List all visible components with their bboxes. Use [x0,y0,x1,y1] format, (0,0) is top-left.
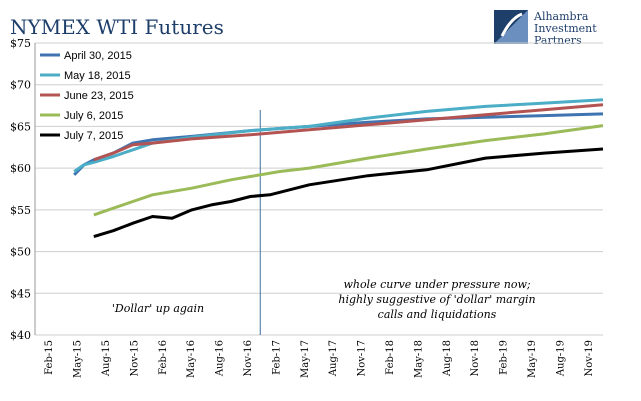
x-tick-label: May-17 [300,340,311,378]
x-tick-label: Feb-19 [499,340,510,375]
x-tick-label: May-19 [527,340,538,378]
y-tick-label: $60 [10,162,31,175]
series-lines [73,98,604,239]
logo-line-2: Investment [534,22,597,35]
legend-label: May 18, 2015 [64,70,131,82]
annotation-text: 'Dollar' up again [112,302,204,315]
x-tick-label: Aug-19 [555,340,566,377]
x-tick-label: Nov-18 [470,340,481,377]
series-line-4 [93,124,604,217]
x-tick-label: Nov-19 [584,340,595,377]
x-tick-label: Aug-18 [442,340,453,377]
annotation-text: whole curve under pressure now; [343,278,530,291]
x-tick-label: Feb-15 [44,340,55,375]
chart-title: NYMEX WTI Futures [10,15,224,39]
logo-line-3: Partners [534,34,582,47]
x-tick-label: Feb-18 [385,340,396,375]
legend-label: April 30, 2015 [64,50,132,62]
annotations: 'Dollar' up again whole curve under press… [112,278,536,321]
x-tick-label: Feb-16 [158,340,169,375]
x-tick-label: Feb-17 [271,340,282,375]
x-tick-label: Aug-16 [215,340,226,377]
legend-label: July 6, 2015 [64,110,123,122]
legend-label: June 23, 2015 [64,90,134,102]
x-tick-label: Aug-15 [101,340,112,377]
y-tick-label: $75 [10,37,31,50]
logo-line-1: Alhambra [533,10,589,23]
y-tick-label: $45 [10,287,31,300]
gridlines [34,42,603,336]
annotation-text: highly suggestive of 'dollar' margin [338,293,535,306]
logo-mark-icon [494,10,528,44]
annotation-text: calls and liquidations [378,308,497,321]
x-tick-label: Aug-17 [328,340,339,377]
x-tick-label: May-16 [186,340,197,378]
x-tick-label: Nov-16 [243,340,254,377]
x-axis-ticks: Feb-15 May-15 Aug-15 Nov-15 Feb-16 May-16 Aug-… [44,340,595,378]
y-tick-label: $65 [10,120,31,133]
x-tick-label: May-15 [73,340,84,378]
series-line-2 [73,98,604,173]
x-tick-label: Nov-17 [357,340,368,377]
series-line-3 [93,103,604,162]
y-tick-label: $50 [10,246,31,259]
company-logo: Alhambra Investment Partners [494,10,597,47]
legend-label: July 7, 2015 [64,130,123,142]
legend: April 30, 2015 May 18, 2015 June 23, 2015 J… [40,50,134,142]
x-tick-label: Nov-15 [129,340,140,377]
series-line-5 [93,147,604,239]
y-axis-ticks: $40 $45 $50 $55 $60 $65 $70 $75 [10,37,31,342]
y-tick-label: $40 [10,329,31,342]
y-tick-label: $55 [10,204,31,217]
y-tick-label: $70 [10,79,31,92]
x-tick-label: May-18 [413,340,424,378]
